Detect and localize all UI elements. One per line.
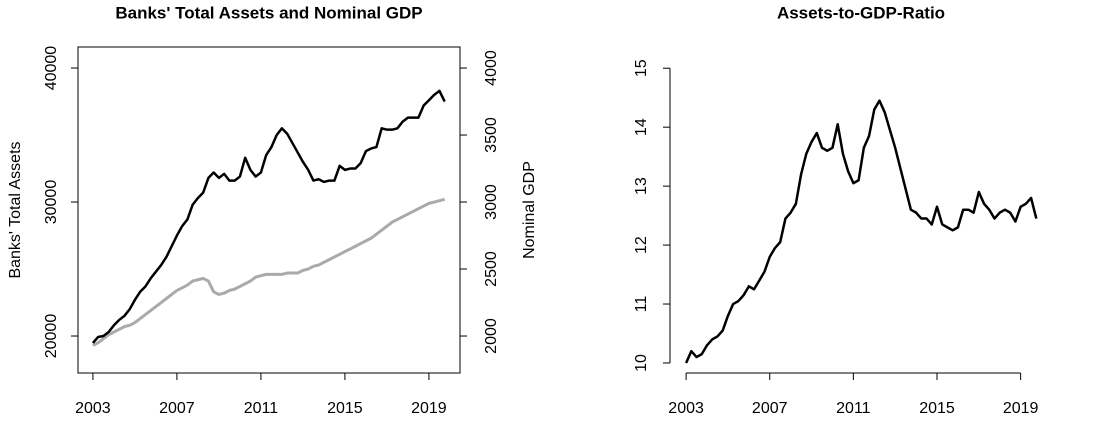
x-tick-label: 2011 (244, 400, 279, 417)
y-tick-label: 11 (633, 296, 650, 313)
y2-tick-label: 2000 (483, 318, 500, 354)
y-tick-label: 40000 (43, 46, 60, 91)
data-line (92, 197, 446, 347)
y2-tick-label: 4000 (483, 50, 500, 86)
y2-axis-label: Nominal GDP (521, 161, 538, 259)
y-tick-label: 13 (633, 177, 650, 195)
x-tick-label: 2015 (919, 400, 955, 417)
y-axis-label: Banks' Total Assets (7, 141, 24, 278)
y-tick-label: 10 (633, 354, 650, 372)
x-tick-label: 2019 (1003, 400, 1039, 417)
chart-title: Assets-to-GDP-Ratio (777, 3, 945, 22)
y2-tick-label: 3000 (483, 184, 500, 220)
y-tick-label: 20000 (43, 314, 60, 359)
x-tick-label: 2007 (752, 400, 788, 417)
data-line (684, 99, 1038, 364)
x-tick-label: 2007 (159, 400, 195, 417)
y-tick-label: 15 (633, 59, 650, 77)
y-tick-label: 14 (633, 118, 650, 136)
data-line (91, 89, 446, 344)
y-tick-label: 12 (633, 236, 650, 254)
x-tick-label: 2015 (327, 400, 363, 417)
x-tick-label: 2019 (411, 400, 447, 417)
x-tick-label: 2003 (75, 400, 111, 417)
y2-tick-label: 2500 (483, 251, 500, 287)
x-tick-label: 2011 (836, 400, 871, 417)
y-tick-label: 30000 (43, 180, 60, 225)
y2-tick-label: 3500 (483, 117, 500, 153)
chart-title: Banks' Total Assets and Nominal GDP (115, 3, 422, 22)
x-tick-label: 2003 (668, 400, 704, 417)
